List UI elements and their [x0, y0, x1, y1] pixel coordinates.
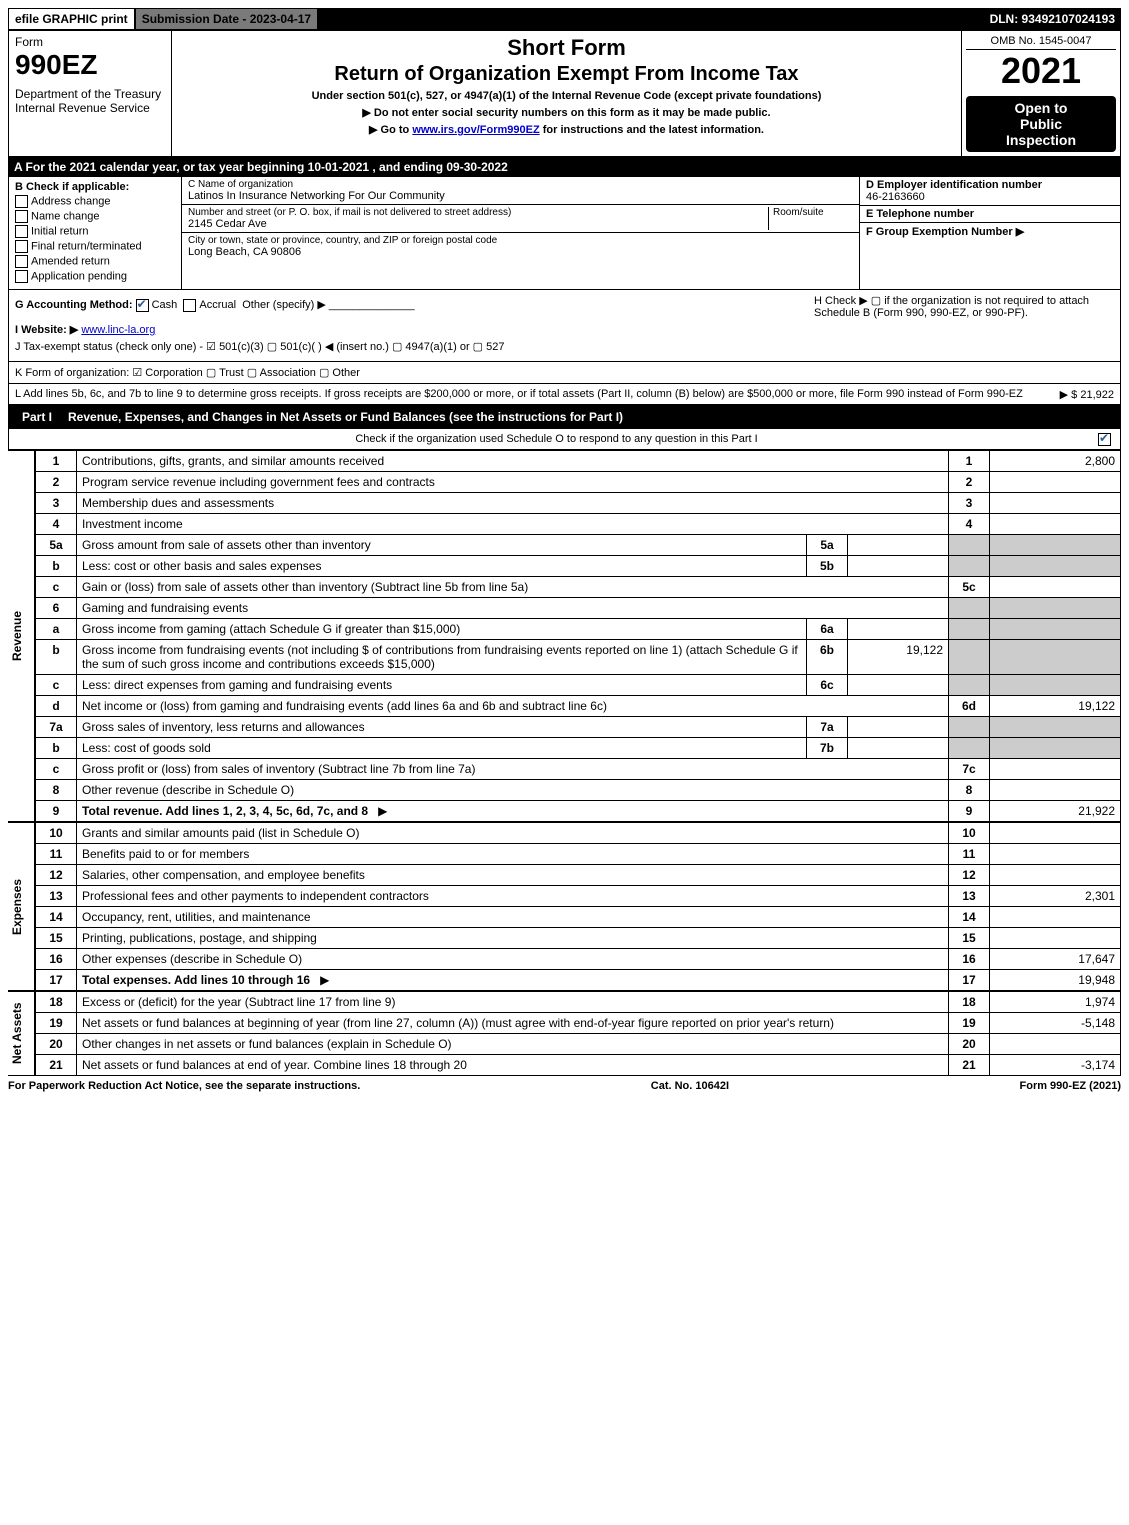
line-1: 1Contributions, gifts, grants, and simil… — [36, 451, 1121, 472]
city-label: City or town, state or province, country… — [188, 235, 853, 246]
top-bar: efile GRAPHIC print Submission Date - 20… — [8, 8, 1121, 30]
form-title-1: Short Form — [176, 35, 957, 61]
chk-cash[interactable] — [136, 299, 149, 312]
chk-address-change[interactable]: Address change — [15, 195, 175, 208]
street-value: 2145 Cedar Ave — [188, 218, 768, 230]
revenue-section: Revenue 1Contributions, gifts, grants, a… — [8, 450, 1121, 822]
line-7c: cGross profit or (loss) from sales of in… — [36, 759, 1121, 780]
col-c-org-info: C Name of organization Latinos In Insura… — [182, 177, 859, 289]
tel-label: E Telephone number — [866, 208, 1114, 220]
line-15: 15Printing, publications, postage, and s… — [36, 928, 1121, 949]
chk-name-change[interactable]: Name change — [15, 210, 175, 223]
form-title-2: Return of Organization Exempt From Incom… — [176, 63, 957, 86]
line-9: 9Total revenue. Add lines 1, 2, 3, 4, 5c… — [36, 801, 1121, 822]
line-21: 21Net assets or fund balances at end of … — [36, 1055, 1121, 1076]
form-header: Form 990EZ Department of the Treasury In… — [8, 30, 1121, 157]
ein-value: 46-2163660 — [866, 191, 1114, 203]
header-left: Form 990EZ Department of the Treasury In… — [9, 31, 172, 156]
group-label: F Group Exemption Number ▶ — [866, 225, 1114, 238]
line-12: 12Salaries, other compensation, and empl… — [36, 865, 1121, 886]
room-label: Room/suite — [773, 207, 853, 218]
part-1-title: Revenue, Expenses, and Changes in Net As… — [68, 410, 623, 424]
line-4: 4Investment income4 — [36, 514, 1121, 535]
irs-link[interactable]: www.irs.gov/Form990EZ — [412, 124, 539, 136]
line-7b: bLess: cost of goods sold7b — [36, 738, 1121, 759]
line-5c: cGain or (loss) from sale of assets othe… — [36, 577, 1121, 598]
line-2: 2Program service revenue including gover… — [36, 472, 1121, 493]
line-5a: 5aGross amount from sale of assets other… — [36, 535, 1121, 556]
row-l: L Add lines 5b, 6c, and 7b to line 9 to … — [8, 384, 1121, 405]
line-17: 17Total expenses. Add lines 10 through 1… — [36, 970, 1121, 991]
line-10: 10Grants and similar amounts paid (list … — [36, 823, 1121, 844]
chk-accrual[interactable] — [183, 299, 196, 312]
col-d-ids: D Employer identification number 46-2163… — [859, 177, 1120, 289]
row-k: K Form of organization: ☑ Corporation ▢ … — [8, 362, 1121, 384]
section-g-h: H Check ▶ ▢ if the organization is not r… — [8, 290, 1121, 362]
chk-application-pending[interactable]: Application pending — [15, 270, 175, 283]
city-value: Long Beach, CA 90806 — [188, 246, 853, 258]
line-8: 8Other revenue (describe in Schedule O)8 — [36, 780, 1121, 801]
street-label: Number and street (or P. O. box, if mail… — [188, 207, 768, 218]
row-a-tax-year: A For the 2021 calendar year, or tax yea… — [8, 157, 1121, 177]
irs-label: Internal Revenue Service — [15, 101, 165, 115]
form-note-ssn: ▶ Do not enter social security numbers o… — [176, 106, 957, 119]
omb-number: OMB No. 1545-0047 — [966, 35, 1116, 50]
form-number: 990EZ — [15, 49, 165, 81]
part-1-header: Part I Revenue, Expenses, and Changes in… — [8, 405, 1121, 429]
open-to-public: Open to Public Inspection — [966, 96, 1116, 152]
net-assets-section: Net Assets 18Excess or (deficit) for the… — [8, 991, 1121, 1076]
website-link[interactable]: www.linc-la.org — [81, 324, 155, 336]
form-subtitle: Under section 501(c), 527, or 4947(a)(1)… — [176, 90, 957, 102]
section-bcd: B Check if applicable: Address change Na… — [8, 177, 1121, 290]
form-word: Form — [15, 35, 165, 49]
expenses-section: Expenses 10Grants and similar amounts pa… — [8, 822, 1121, 991]
net-assets-label: Net Assets — [8, 991, 35, 1076]
line-6c: cLess: direct expenses from gaming and f… — [36, 675, 1121, 696]
row-i: I Website: ▶ www.linc-la.org — [15, 323, 1114, 336]
ein-label: D Employer identification number — [866, 179, 1114, 191]
line-6b: bGross income from fundraising events (n… — [36, 640, 1121, 675]
line-6d: dNet income or (loss) from gaming and fu… — [36, 696, 1121, 717]
footer-center: Cat. No. 10642I — [651, 1080, 729, 1092]
tax-year: 2021 — [966, 50, 1116, 92]
chk-schedule-o[interactable] — [1098, 433, 1111, 446]
org-name-label: C Name of organization — [188, 179, 853, 190]
form-note-link: ▶ Go to www.irs.gov/Form990EZ for instru… — [176, 123, 957, 136]
col-b-checkboxes: B Check if applicable: Address change Na… — [9, 177, 182, 289]
dln: DLN: 93492107024193 — [984, 9, 1121, 29]
part-1-label: Part I — [14, 408, 60, 426]
revenue-label: Revenue — [8, 450, 35, 822]
line-19: 19Net assets or fund balances at beginni… — [36, 1013, 1121, 1034]
efile-print-label[interactable]: efile GRAPHIC print — [8, 8, 135, 30]
line-16: 16Other expenses (describe in Schedule O… — [36, 949, 1121, 970]
line-20: 20Other changes in net assets or fund ba… — [36, 1034, 1121, 1055]
org-name: Latinos In Insurance Networking For Our … — [188, 190, 853, 202]
chk-initial-return[interactable]: Initial return — [15, 225, 175, 238]
chk-amended-return[interactable]: Amended return — [15, 255, 175, 268]
header-center: Short Form Return of Organization Exempt… — [172, 31, 961, 156]
footer-left: For Paperwork Reduction Act Notice, see … — [8, 1080, 360, 1092]
line-6: 6Gaming and fundraising events — [36, 598, 1121, 619]
line-11: 11Benefits paid to or for members11 — [36, 844, 1121, 865]
line-3: 3Membership dues and assessments3 — [36, 493, 1121, 514]
line-5b: bLess: cost or other basis and sales exp… — [36, 556, 1121, 577]
row-l-amount: ▶ $ 21,922 — [1060, 388, 1114, 401]
page-footer: For Paperwork Reduction Act Notice, see … — [8, 1076, 1121, 1096]
line-6a: aGross income from gaming (attach Schedu… — [36, 619, 1121, 640]
dept-treasury: Department of the Treasury — [15, 87, 165, 101]
chk-final-return[interactable]: Final return/terminated — [15, 240, 175, 253]
line-18: 18Excess or (deficit) for the year (Subt… — [36, 992, 1121, 1013]
row-h: H Check ▶ ▢ if the organization is not r… — [814, 294, 1114, 319]
expenses-label: Expenses — [8, 822, 35, 991]
part-1-check-line: Check if the organization used Schedule … — [8, 429, 1121, 450]
line-7a: 7aGross sales of inventory, less returns… — [36, 717, 1121, 738]
line-14: 14Occupancy, rent, utilities, and mainte… — [36, 907, 1121, 928]
row-j: J Tax-exempt status (check only one) - ☑… — [15, 340, 1114, 353]
line-13: 13Professional fees and other payments t… — [36, 886, 1121, 907]
col-b-header: B Check if applicable: — [15, 181, 175, 193]
header-right: OMB No. 1545-0047 2021 Open to Public In… — [961, 31, 1120, 156]
submission-date: Submission Date - 2023-04-17 — [135, 8, 318, 30]
footer-right: Form 990-EZ (2021) — [1020, 1080, 1121, 1092]
